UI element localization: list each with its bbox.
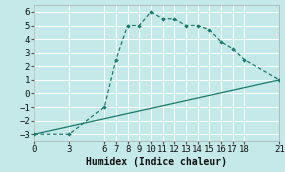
X-axis label: Humidex (Indice chaleur): Humidex (Indice chaleur): [86, 157, 227, 167]
